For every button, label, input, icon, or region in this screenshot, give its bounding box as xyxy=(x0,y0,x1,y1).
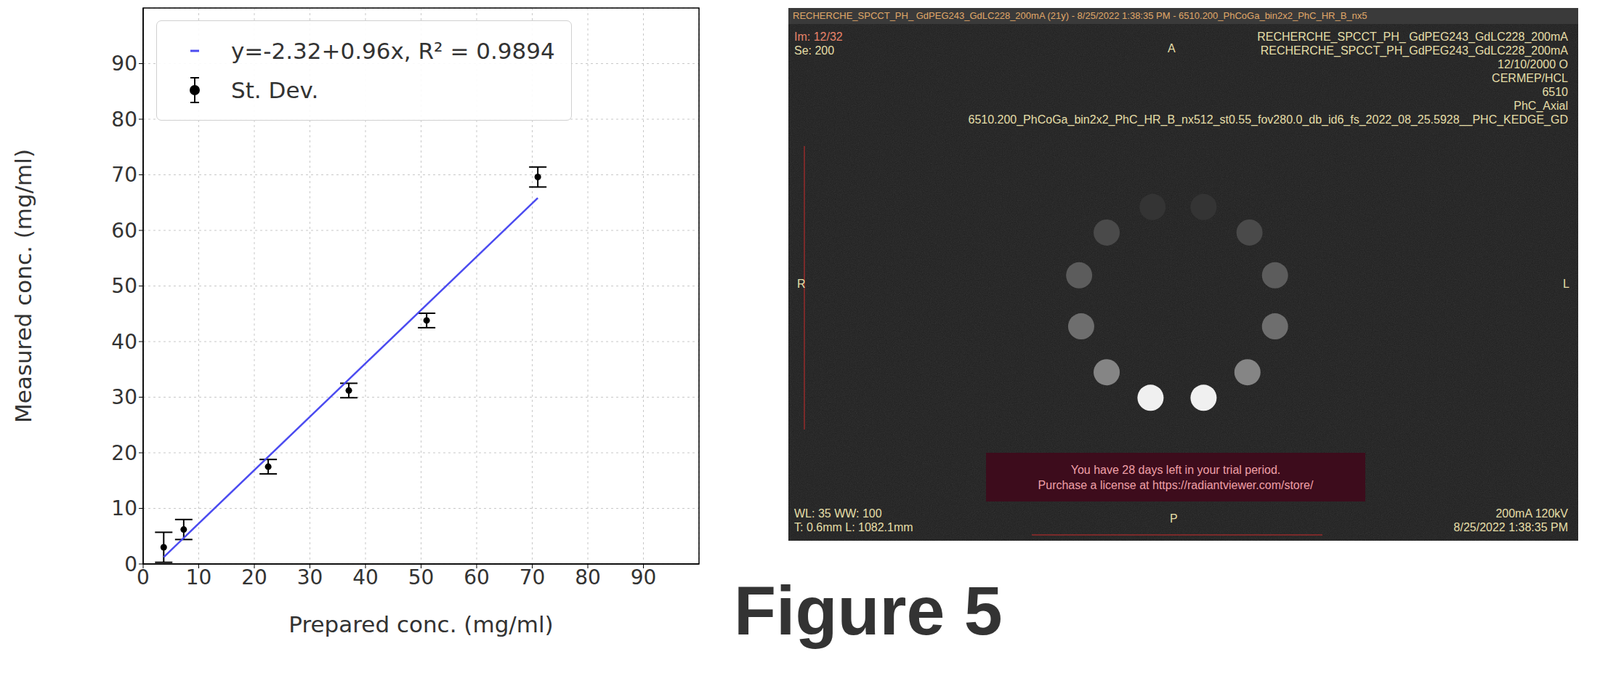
svg-text:60: 60 xyxy=(111,218,138,243)
svg-text:Prepared conc. (mg/ml): Prepared conc. (mg/ml) xyxy=(288,611,553,638)
svg-text:Measured conc. (mg/ml): Measured conc. (mg/ml) xyxy=(10,148,37,423)
svg-text:60: 60 xyxy=(463,565,490,590)
html-text:Purchase a license at https://: Purchase a license at https://radiantvie… xyxy=(1038,478,1314,491)
html-text:200mA 120kV: 200mA 120kV xyxy=(1495,507,1569,520)
svg-text:40: 40 xyxy=(111,329,138,354)
svg-text:40: 40 xyxy=(352,565,379,590)
html-text:RECHERCHE_SPCCT_PH_ GdPEG243_G: RECHERCHE_SPCCT_PH_ GdPEG243_GdLC228_200… xyxy=(1257,30,1569,43)
html-text:y=-2.32+0.96x, R² = 0.9894: y=-2.32+0.96x, R² = 0.9894 xyxy=(231,37,555,64)
svg-text:70: 70 xyxy=(519,565,546,590)
html-text:RECHERCHE_SPCCT_PH_GdPEG243_Gd: RECHERCHE_SPCCT_PH_GdPEG243_GdLC228_200m… xyxy=(1260,44,1569,57)
html-text:6510.200_PhCoGa_bin2x2_PhC_HR_: 6510.200_PhCoGa_bin2x2_PhC_HR_B_nx512_st… xyxy=(968,113,1569,126)
html-text:Im: 12/32: Im: 12/32 xyxy=(794,30,843,43)
html-text:St. Dev.: St. Dev. xyxy=(231,77,319,104)
html-text:RECHERCHE_SPCCT_PH_ GdPEG243_G: RECHERCHE_SPCCT_PH_ GdPEG243_GdLC228_200… xyxy=(792,10,1368,22)
svg-text:90: 90 xyxy=(630,565,657,590)
svg-text:10: 10 xyxy=(111,496,138,521)
svg-text:10: 10 xyxy=(186,565,213,590)
html-text:6510: 6510 xyxy=(1542,85,1569,99)
html-text:A: A xyxy=(1167,42,1176,55)
svg-text:80: 80 xyxy=(574,565,601,590)
svg-text:50: 50 xyxy=(111,273,138,298)
html-text:CERMEP/HCL: CERMEP/HCL xyxy=(1491,71,1569,85)
html-text:P: P xyxy=(1169,512,1178,525)
svg-text:90: 90 xyxy=(111,51,138,76)
html-text:8/25/2022 1:38:35 PM: 8/25/2022 1:38:35 PM xyxy=(1453,520,1569,534)
html-text:WL: 35 WW: 100: WL: 35 WW: 100 xyxy=(794,507,882,520)
svg-text:80: 80 xyxy=(111,107,138,132)
svg-text:30: 30 xyxy=(111,385,138,410)
html-text:L: L xyxy=(1563,277,1570,290)
html-text:R: R xyxy=(797,277,806,290)
svg-text:0: 0 xyxy=(124,552,138,577)
html-text:You have 28 days left in your: You have 28 days left in your trial peri… xyxy=(1070,463,1281,476)
svg-text:0: 0 xyxy=(136,565,150,590)
svg-text:70: 70 xyxy=(111,162,138,187)
html-text:PhC_Axial: PhC_Axial xyxy=(1513,99,1569,112)
html-text:Figure 5: Figure 5 xyxy=(733,571,1003,649)
svg-text:20: 20 xyxy=(241,565,268,590)
svg-text:30: 30 xyxy=(297,565,324,590)
svg-text:20: 20 xyxy=(111,441,138,466)
html-text:12/10/2000 O: 12/10/2000 O xyxy=(1497,58,1569,71)
html-text:T: 0.6mm L: 1082.1mm: T: 0.6mm L: 1082.1mm xyxy=(794,520,914,534)
html-text:Se: 200: Se: 200 xyxy=(794,44,835,57)
svg-text:50: 50 xyxy=(408,565,435,590)
